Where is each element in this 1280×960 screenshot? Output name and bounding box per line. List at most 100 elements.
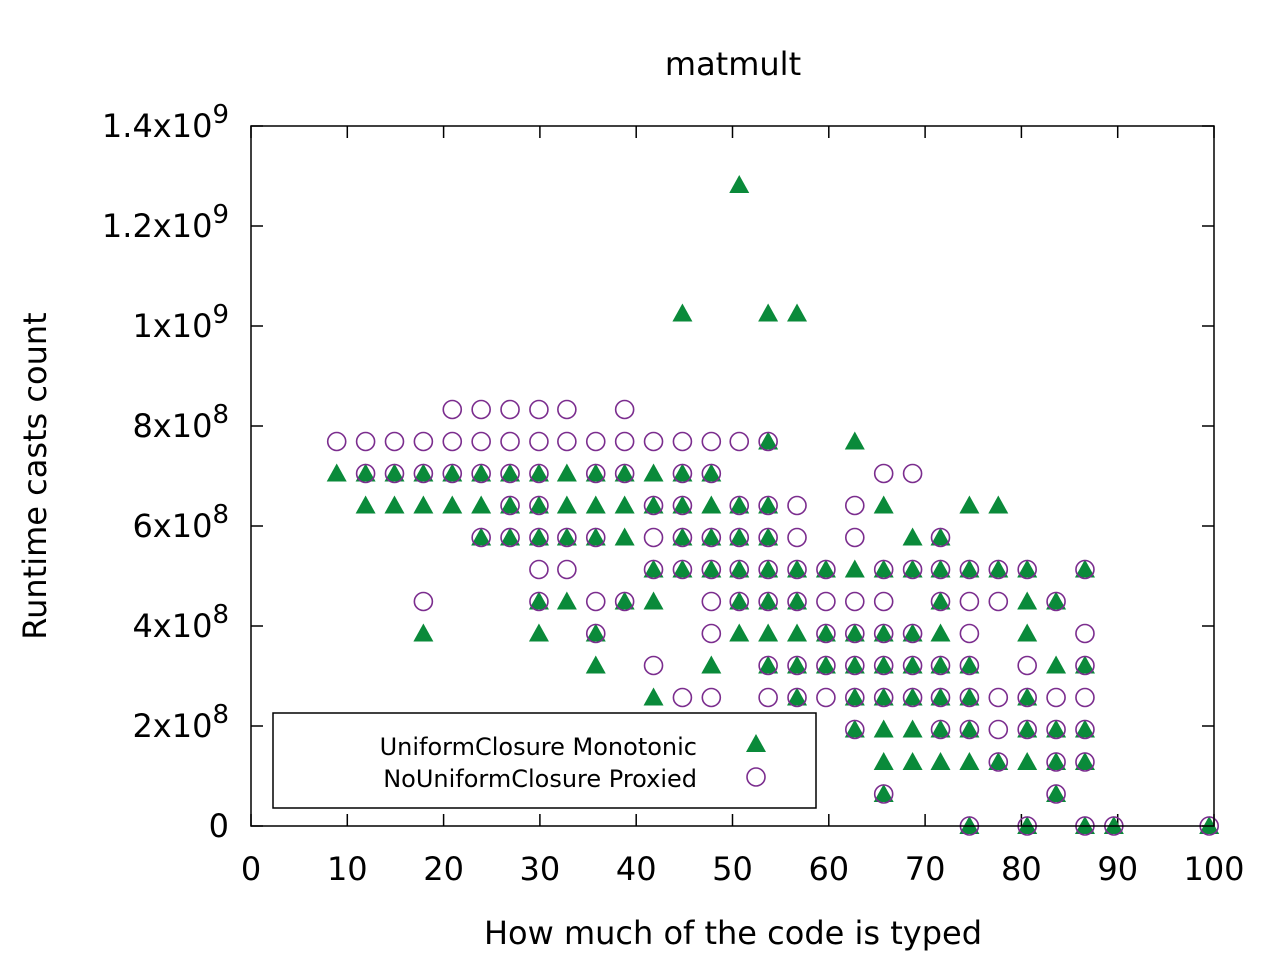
- data-point-circle: [643, 495, 664, 516]
- data-point-circle: [529, 527, 549, 548]
- data-point-triangle: [384, 495, 405, 514]
- data-point-triangle: [902, 719, 923, 738]
- data-point-triangle: [500, 463, 521, 482]
- data-point-circle: [959, 655, 980, 676]
- legend-triangle-icon: [746, 734, 766, 752]
- x-tick-label: 50: [712, 850, 753, 888]
- data-point-triangle: [844, 719, 865, 738]
- data-point-circle: [585, 591, 606, 612]
- data-point-circle: [816, 623, 836, 644]
- data-point-triangle: [1074, 559, 1095, 578]
- data-point-triangle: [614, 591, 635, 610]
- data-point-circle: [1017, 719, 1037, 740]
- data-point-triangle: [585, 463, 606, 482]
- data-point-circle: [585, 431, 606, 452]
- data-point-circle: [930, 591, 951, 612]
- data-point-circle: [873, 784, 894, 804]
- data-point-circle: [1046, 687, 1066, 708]
- data-point-circle: [442, 431, 463, 452]
- legend: UniformClosure Monotonic NoUniformClosur…: [272, 712, 817, 809]
- data-point-circle: [930, 719, 951, 740]
- data-point-triangle: [844, 559, 865, 578]
- data-point-circle: [471, 527, 491, 548]
- data-point-triangle: [643, 495, 664, 514]
- data-point-triangle: [1046, 784, 1067, 802]
- data-point-circle: [959, 719, 980, 740]
- data-point-circle: [729, 527, 750, 548]
- data-point-triangle: [959, 687, 980, 706]
- data-point-circle: [442, 463, 463, 484]
- data-point-triangle: [930, 719, 951, 738]
- data-point-triangle: [758, 303, 779, 322]
- data-point-circle: [873, 623, 894, 644]
- data-point-circle: [557, 559, 577, 580]
- data-point-triangle: [1017, 591, 1038, 610]
- data-point-circle: [529, 591, 549, 612]
- data-point-triangle: [930, 527, 951, 546]
- data-point-circle: [557, 527, 577, 548]
- legend-circle-icon: [746, 767, 766, 787]
- data-point-triangle: [930, 687, 951, 706]
- data-point-triangle: [787, 623, 808, 642]
- x-tick-label: 20: [423, 850, 464, 888]
- data-point-triangle: [873, 495, 894, 514]
- data-point-triangle: [701, 495, 722, 514]
- data-point-circle: [701, 687, 722, 708]
- data-point-circle: [326, 431, 347, 452]
- data-point-triangle: [500, 527, 521, 546]
- data-point-circle: [672, 495, 693, 516]
- y-axis-title: Runtime casts count: [16, 312, 54, 639]
- data-point-circle: [643, 655, 664, 676]
- x-tick-label: 10: [327, 850, 368, 888]
- data-point-circle: [557, 399, 577, 420]
- data-point-triangle: [930, 655, 951, 674]
- data-point-triangle: [413, 463, 434, 482]
- data-point-triangle: [500, 495, 521, 514]
- data-point-circle: [701, 431, 722, 452]
- data-point-circle: [500, 399, 520, 420]
- data-point-triangle: [1074, 816, 1095, 834]
- data-point-circle: [1075, 623, 1095, 644]
- data-point-triangle: [758, 559, 779, 578]
- data-point-circle: [701, 591, 722, 612]
- data-point-triangle: [930, 591, 951, 610]
- data-point-circle: [816, 591, 836, 612]
- data-point-circle: [787, 591, 807, 612]
- data-point-circle: [701, 623, 722, 644]
- data-point-circle: [442, 399, 463, 420]
- data-point-circle: [384, 431, 405, 452]
- data-point-circle: [614, 431, 635, 452]
- data-point-triangle: [643, 463, 664, 482]
- data-point-circle: [1017, 687, 1037, 708]
- data-point-circle: [988, 719, 1009, 740]
- data-point-triangle: [844, 431, 865, 450]
- data-point-triangle: [902, 527, 923, 546]
- data-point-triangle: [729, 527, 750, 546]
- data-point-circle: [787, 687, 807, 708]
- y-tick-label: 2x108: [132, 700, 229, 745]
- data-point-circle: [816, 655, 836, 676]
- data-point-circle: [902, 559, 923, 580]
- data-point-circle: [930, 687, 951, 708]
- data-point-circle: [930, 559, 951, 580]
- data-point-triangle: [672, 463, 693, 482]
- data-point-circle: [471, 463, 491, 484]
- data-point-circle: [529, 399, 549, 420]
- data-point-triangle: [844, 687, 865, 706]
- data-point-triangle: [959, 752, 980, 770]
- y-tick-label: 0: [209, 807, 229, 845]
- data-point-circle: [787, 527, 807, 548]
- data-point-triangle: [787, 687, 808, 706]
- data-point-triangle: [643, 687, 664, 706]
- data-point-triangle: [326, 463, 347, 482]
- data-point-circle: [758, 655, 778, 676]
- data-point-triangle: [701, 559, 722, 578]
- data-point-triangle: [873, 784, 894, 802]
- data-point-circle: [585, 527, 606, 548]
- data-point-triangle: [442, 495, 463, 514]
- data-point-circle: [758, 431, 778, 452]
- data-point-circle: [845, 527, 865, 548]
- data-point-triangle: [988, 752, 1009, 770]
- data-point-triangle: [614, 463, 635, 482]
